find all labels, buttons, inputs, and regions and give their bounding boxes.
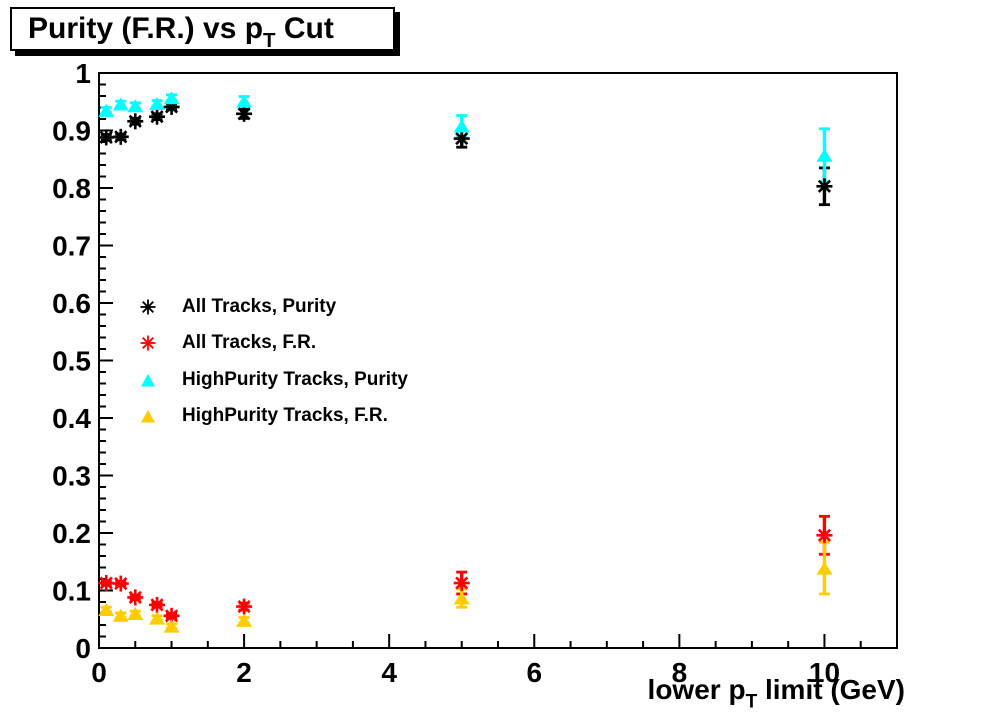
y-tick-label: 0.8 bbox=[52, 173, 91, 204]
xaxis-title: lower pT limit (GeV) bbox=[647, 674, 905, 713]
asterisk-marker bbox=[149, 108, 166, 125]
triangle-marker bbox=[816, 148, 833, 162]
y-tick-label: 0.3 bbox=[52, 461, 91, 492]
asterisk-ray bbox=[150, 110, 164, 124]
asterisk-ray bbox=[114, 130, 128, 144]
asterisk-ray bbox=[150, 598, 164, 612]
asterisk-ray bbox=[128, 114, 142, 128]
legend-item-label: HighPurity Tracks, F.R. bbox=[182, 405, 388, 426]
x-tick-label: 4 bbox=[381, 657, 397, 688]
legend-item-label: All Tracks, F.R. bbox=[182, 332, 317, 353]
asterisk-ray bbox=[817, 528, 832, 542]
triangle-marker-icon bbox=[130, 367, 166, 393]
x-tick-label: 0 bbox=[91, 657, 107, 688]
x-tick-label: 10 bbox=[809, 657, 840, 688]
x-tick-label: 8 bbox=[672, 657, 688, 688]
asterisk-marker bbox=[98, 575, 115, 592]
triangle-marker bbox=[236, 94, 253, 108]
y-tick-label: 0.6 bbox=[52, 288, 91, 319]
asterisk-ray bbox=[164, 609, 179, 623]
y-tick-label: 0.2 bbox=[52, 518, 91, 549]
asterisk-ray bbox=[99, 130, 113, 144]
y-tick-label: 0.7 bbox=[52, 231, 91, 262]
triangle-marker bbox=[149, 611, 166, 625]
triangle-marker bbox=[816, 561, 833, 575]
asterisk-marker bbox=[112, 575, 129, 592]
asterisk-marker bbox=[98, 129, 115, 146]
asterisk-marker bbox=[236, 105, 253, 122]
triangle-glyph bbox=[141, 374, 155, 387]
triangle-marker bbox=[112, 97, 129, 111]
asterisk-ray bbox=[142, 301, 154, 313]
title-subscript: T bbox=[263, 30, 276, 53]
asterisk-marker bbox=[127, 589, 144, 606]
triangle-marker bbox=[127, 607, 144, 620]
y-tick-label: 1 bbox=[75, 58, 91, 89]
asterisk-marker bbox=[816, 527, 833, 544]
plot-frame bbox=[98, 72, 898, 649]
legend-marker-glyph bbox=[141, 374, 155, 387]
asterisk-marker-icon bbox=[130, 330, 166, 356]
asterisk-ray bbox=[114, 577, 128, 591]
asterisk-ray bbox=[99, 576, 113, 590]
asterisk-marker-icon bbox=[130, 294, 166, 320]
legend-marker-glyph bbox=[140, 335, 156, 351]
x-tick-label: 2 bbox=[236, 657, 252, 688]
plot-title-box: Purity (F.R.) vs pT Cut bbox=[10, 7, 395, 53]
triangle-marker bbox=[149, 96, 166, 110]
asterisk-ray bbox=[128, 590, 142, 604]
legend-item-all-tracks-fr: All Tracks, F.R. bbox=[130, 328, 316, 358]
legend-item-highpurity-purity: HighPurity Tracks, Purity bbox=[130, 365, 408, 395]
triangle-marker bbox=[453, 119, 470, 133]
triangle-marker bbox=[98, 602, 115, 616]
xaxis-title-subscript: T bbox=[745, 691, 758, 713]
triangle-marker bbox=[453, 591, 470, 605]
asterisk-ray bbox=[237, 600, 251, 614]
legend-item-highpurity-fr: HighPurity Tracks, F.R. bbox=[130, 401, 388, 431]
triangle-glyph bbox=[141, 410, 155, 423]
asterisk-marker bbox=[112, 128, 129, 145]
legend-marker-glyph bbox=[141, 410, 155, 423]
y-tick-label: 0.4 bbox=[52, 403, 91, 434]
triangle-marker bbox=[98, 103, 115, 117]
legend-item-all-tracks-purity: All Tracks, Purity bbox=[130, 292, 336, 322]
asterisk-ray bbox=[455, 576, 469, 590]
legend-item-label: All Tracks, Purity bbox=[182, 296, 337, 317]
legend-item-label: HighPurity Tracks, Purity bbox=[182, 369, 408, 390]
triangle-marker bbox=[163, 619, 180, 633]
asterisk-ray bbox=[817, 179, 832, 193]
triangle-marker bbox=[236, 613, 253, 627]
asterisk-ray bbox=[455, 131, 469, 146]
triangle-marker bbox=[127, 99, 144, 113]
y-tick-label: 0.9 bbox=[52, 116, 91, 147]
asterisk-marker bbox=[453, 575, 470, 592]
y-tick-label: 0 bbox=[75, 633, 91, 664]
y-tick-label: 0.5 bbox=[52, 346, 91, 377]
asterisk-marker bbox=[236, 598, 253, 615]
asterisk-marker bbox=[149, 596, 166, 613]
asterisk-marker bbox=[453, 130, 470, 147]
triangle-marker bbox=[163, 91, 180, 105]
asterisk-marker bbox=[127, 113, 144, 130]
triangle-marker-icon bbox=[130, 403, 166, 429]
legend-marker-glyph bbox=[140, 299, 156, 315]
asterisk-marker bbox=[816, 178, 833, 195]
y-tick-label: 0.1 bbox=[52, 576, 91, 607]
triangle-marker bbox=[112, 608, 129, 622]
plot-title: Purity (F.R.) vs pT Cut bbox=[28, 12, 334, 53]
asterisk-ray bbox=[237, 107, 251, 121]
asterisk-ray bbox=[142, 337, 154, 349]
x-tick-label: 6 bbox=[526, 657, 542, 688]
